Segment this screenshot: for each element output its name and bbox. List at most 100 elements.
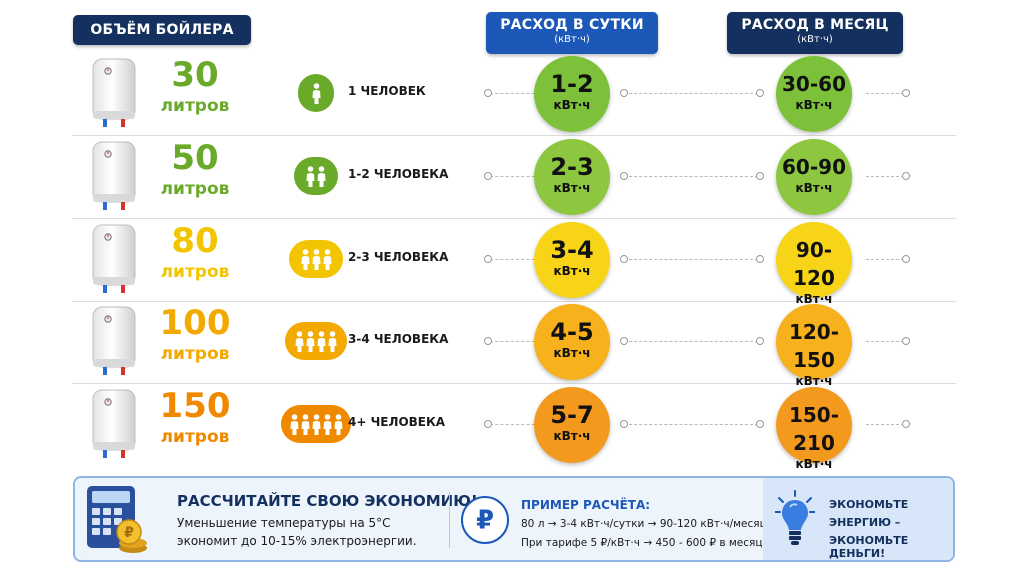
person-icon <box>323 248 331 270</box>
ruble-icon: ₽ <box>461 496 509 544</box>
example-title: ПРИМЕР РАСЧЁТА: <box>521 498 651 512</box>
connector-dot <box>756 172 764 180</box>
volume-unit: литров <box>160 179 230 199</box>
person-icon <box>317 165 326 187</box>
svg-text:₽: ₽ <box>476 505 494 535</box>
connector-dot <box>756 255 764 263</box>
person-icon <box>328 330 337 352</box>
header-daily-title: РАСХОД В СУТКИ <box>500 17 644 33</box>
people-badge <box>285 322 347 360</box>
monthly-consumption-circle: 30-60 кВт·ч <box>776 56 852 132</box>
volume-value: 50 <box>171 138 219 178</box>
connector-line <box>866 341 904 342</box>
people-label: 3-4 ЧЕЛОВЕКА <box>348 332 449 346</box>
connector-dot <box>620 420 628 428</box>
connector-line <box>866 424 904 425</box>
lightbulb-icon <box>775 490 815 545</box>
daily-consumption-value: 2-3 <box>550 153 594 181</box>
monthly-consumption-value: 150-210 <box>788 403 840 455</box>
connector-line <box>624 259 758 260</box>
people-badge <box>289 240 343 278</box>
connector-line <box>490 341 540 342</box>
divider <box>449 492 450 548</box>
daily-consumption-circle: 3-4 кВт·ч <box>534 222 610 298</box>
calculator-icon: ₽ <box>87 486 147 553</box>
daily-consumption-circle: 4-5 кВт·ч <box>534 304 610 380</box>
example-line1: 80 л → 3-4 кВт·ч/сутки → 90-120 кВт·ч/ме… <box>521 518 767 530</box>
header-boiler-volume-label: ОБЪЁМ БОЙЛЕРА <box>90 22 234 38</box>
connector-line <box>624 176 758 177</box>
person-icon <box>306 165 315 187</box>
header-monthly-unit: (кВт·ч) <box>797 34 833 45</box>
monthly-consumption-circle: 120-150 кВт·ч <box>776 304 852 388</box>
monthly-consumption-unit: кВт·ч <box>795 457 833 471</box>
daily-consumption-circle: 5-7 кВт·ч <box>534 387 610 463</box>
connector-dot <box>484 172 492 180</box>
connector-dot <box>756 420 764 428</box>
tip-line2: ЭНЕРГИЮ – <box>829 516 901 529</box>
monthly-consumption-unit: кВт·ч <box>795 98 833 112</box>
daily-consumption-value: 5-7 <box>550 401 594 429</box>
connector-dot <box>902 337 910 345</box>
volume-value: 30 <box>171 55 219 95</box>
monthly-consumption-value: 120-150 <box>788 320 840 372</box>
volume-unit: литров <box>160 344 230 364</box>
monthly-consumption-unit: кВт·ч <box>795 374 833 388</box>
connector-dot <box>902 172 910 180</box>
connector-dot <box>620 255 628 263</box>
connector-dot <box>484 337 492 345</box>
connector-dot <box>756 89 764 97</box>
table-row: 50 литров 1-2 ЧЕЛОВЕКА 2-3 кВт·ч 60-90 к… <box>72 135 956 219</box>
person-icon <box>312 82 320 104</box>
person-icon <box>317 330 326 352</box>
daily-consumption-unit: кВт·ч <box>553 264 591 278</box>
tip-line3: ЭКОНОМЬТЕ ДЕНЬГИ! <box>829 534 909 560</box>
people-label: 2-3 ЧЕЛОВЕКА <box>348 250 449 264</box>
monthly-consumption-value: 90-120 <box>793 238 835 290</box>
person-icon <box>334 413 342 435</box>
volume-unit: литров <box>160 427 230 447</box>
volume-unit: литров <box>160 262 230 282</box>
connector-dot <box>902 89 910 97</box>
header-boiler-volume: ОБЪЁМ БОЙЛЕРА <box>73 15 251 45</box>
daily-consumption-circle: 1-2 кВт·ч <box>534 56 610 132</box>
svg-text:₽: ₽ <box>124 525 134 541</box>
connector-dot <box>620 337 628 345</box>
water-heater-icon <box>92 306 136 375</box>
daily-consumption-unit: кВт·ч <box>553 98 591 112</box>
connector-line <box>866 259 904 260</box>
tip-box: ЭКОНОМЬТЕ ЭНЕРГИЮ – ЭКОНОМЬТЕ ДЕНЬГИ! <box>763 478 953 560</box>
daily-consumption-unit: кВт·ч <box>553 429 591 443</box>
connector-dot <box>620 89 628 97</box>
person-icon <box>312 413 320 435</box>
daily-consumption-value: 1-2 <box>550 70 594 98</box>
table-row: 80 литров 2-3 ЧЕЛОВЕКА 3-4 кВт·ч 90-120 … <box>72 218 956 306</box>
connector-line <box>624 93 758 94</box>
connector-line <box>490 93 540 94</box>
connector-dot <box>484 255 492 263</box>
monthly-consumption-value: 60-90 <box>782 155 846 179</box>
person-icon <box>295 330 304 352</box>
monthly-consumption-unit: кВт·ч <box>795 292 833 306</box>
people-badge <box>281 405 351 443</box>
header-monthly-title: РАСХОД В МЕСЯЦ <box>741 17 889 33</box>
daily-consumption-value: 4-5 <box>550 318 594 346</box>
volume-value: 100 <box>159 303 231 343</box>
monthly-consumption-circle: 90-120 кВт·ч <box>776 222 852 306</box>
savings-panel: ₽ РАССЧИТАЙТЕ СВОЮ ЭКОНОМИЮ! Уменьшение … <box>73 476 955 562</box>
monthly-consumption-value: 30-60 <box>782 72 846 96</box>
table-row: 150 литров 4+ ЧЕЛОВЕКА 5-7 кВт·ч 150-210… <box>72 383 956 471</box>
daily-consumption-value: 3-4 <box>550 236 594 264</box>
water-heater-icon <box>92 141 136 210</box>
calc-text-line1: Уменьшение температуры на 5°С <box>177 516 391 530</box>
people-label: 4+ ЧЕЛОВЕКА <box>348 415 446 429</box>
connector-line <box>490 259 540 260</box>
volume-value: 80 <box>171 221 219 261</box>
table-row: 30 литров 1 ЧЕЛОВЕК 1-2 кВт·ч 30-60 кВт·… <box>72 52 956 136</box>
person-icon <box>306 330 315 352</box>
people-label: 1-2 ЧЕЛОВЕКА <box>348 167 449 181</box>
header-daily-consumption: РАСХОД В СУТКИ (кВт·ч) <box>486 12 658 54</box>
monthly-consumption-circle: 150-210 кВт·ч <box>776 387 852 471</box>
connector-line <box>624 341 758 342</box>
connector-line <box>866 176 904 177</box>
